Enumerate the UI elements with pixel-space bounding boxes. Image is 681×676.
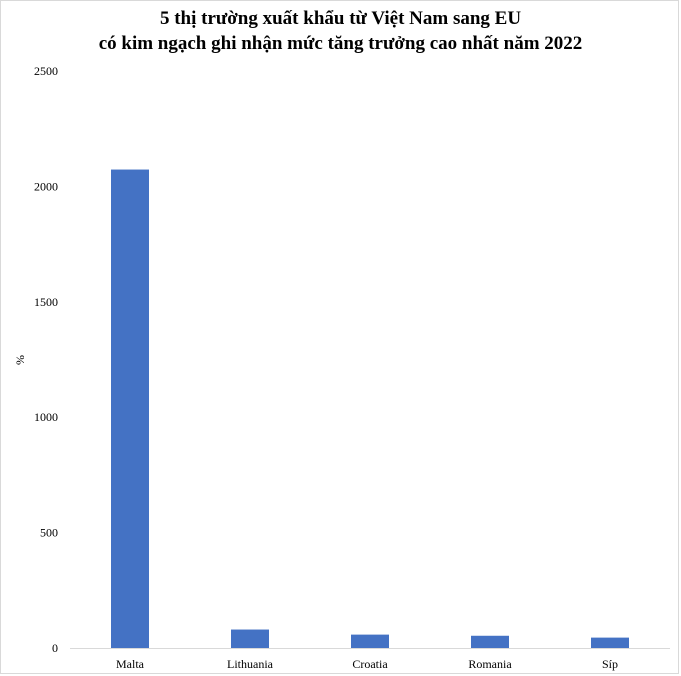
x-axis-ticks: Malta Lithuania Croatia Romania Síp	[116, 657, 618, 671]
x-tick-label: Malta	[116, 657, 145, 671]
x-tick-label: Síp	[602, 657, 618, 671]
x-tick-label: Romania	[468, 657, 512, 671]
y-tick-label: 0	[52, 641, 58, 655]
bar-romania	[471, 635, 509, 648]
bars-group	[111, 169, 629, 648]
chart-title: 5 thị trường xuất khẩu từ Việt Nam sang …	[0, 6, 681, 56]
bar-croatia	[351, 634, 389, 648]
y-tick-label: 1500	[34, 295, 58, 309]
y-tick-label: 500	[40, 526, 58, 540]
x-tick-label: Croatia	[352, 657, 388, 671]
bar-s-p	[591, 637, 629, 648]
y-axis-label: %	[13, 355, 27, 365]
bar-lithuania	[231, 629, 269, 648]
y-axis-ticks: 0 500 1000 1500 2000 2500	[34, 64, 58, 655]
y-tick-label: 2500	[34, 64, 58, 78]
y-tick-label: 2000	[34, 179, 58, 193]
chart-title-line-1: 5 thị trường xuất khẩu từ Việt Nam sang …	[159, 8, 522, 29]
chart-title-line-2: có kim ngạch ghi nhận mức tăng trưởng ca…	[98, 33, 583, 54]
x-tick-label: Lithuania	[227, 657, 274, 671]
bar-malta	[111, 169, 149, 648]
y-tick-label: 1000	[34, 410, 58, 424]
